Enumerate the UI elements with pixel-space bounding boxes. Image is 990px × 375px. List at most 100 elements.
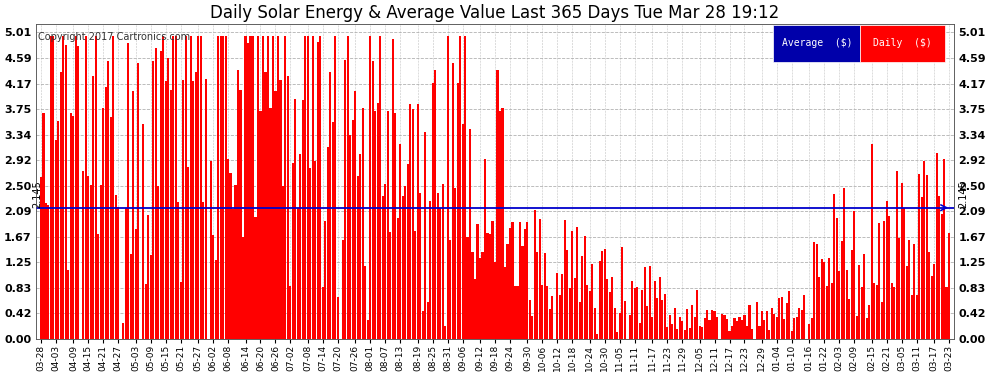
Bar — [251, 36, 254, 339]
Bar — [881, 302, 883, 339]
Bar — [222, 36, 224, 339]
Bar — [855, 316, 857, 339]
Bar — [359, 154, 361, 339]
Bar — [107, 61, 109, 339]
Bar — [112, 36, 115, 339]
Bar — [865, 318, 868, 339]
Bar — [731, 326, 733, 339]
Bar — [701, 327, 703, 339]
Bar — [64, 45, 67, 339]
Bar — [361, 108, 364, 339]
Bar — [886, 201, 888, 339]
FancyBboxPatch shape — [773, 25, 860, 62]
Bar — [596, 334, 598, 339]
Bar — [179, 282, 182, 339]
Bar — [125, 208, 127, 339]
Bar — [307, 36, 309, 339]
Bar — [486, 233, 489, 339]
Bar — [82, 171, 84, 339]
Bar — [529, 300, 531, 339]
Bar — [309, 168, 312, 339]
Bar — [402, 196, 404, 339]
Bar — [694, 316, 696, 339]
Bar — [656, 297, 658, 339]
Bar — [853, 211, 855, 339]
Bar — [349, 135, 351, 339]
Bar — [936, 153, 938, 339]
Bar — [449, 240, 451, 339]
Bar — [369, 36, 371, 339]
Bar — [826, 286, 828, 339]
Bar — [379, 36, 381, 339]
Bar — [776, 317, 778, 339]
Bar — [434, 70, 437, 339]
Bar — [404, 186, 406, 339]
Bar — [427, 302, 429, 339]
Bar — [327, 147, 329, 339]
Bar — [192, 81, 194, 339]
Bar — [791, 332, 793, 339]
Bar — [247, 43, 249, 339]
Bar — [788, 291, 790, 339]
Bar — [544, 252, 545, 339]
Bar — [758, 326, 760, 339]
Bar — [459, 36, 461, 339]
Bar — [345, 60, 346, 339]
Bar — [189, 36, 192, 339]
Bar — [609, 292, 611, 339]
Text: Daily  ($): Daily ($) — [873, 38, 932, 48]
Bar — [517, 286, 519, 339]
Bar — [399, 144, 401, 339]
Bar — [75, 36, 77, 339]
Bar — [212, 236, 214, 339]
Bar — [781, 297, 783, 339]
Bar — [594, 308, 596, 339]
Bar — [354, 92, 356, 339]
Bar — [601, 251, 603, 339]
Bar — [658, 278, 660, 339]
Bar — [778, 297, 780, 339]
Bar — [651, 317, 653, 339]
Bar — [294, 99, 296, 339]
Bar — [699, 326, 701, 339]
Bar — [397, 218, 399, 339]
Bar — [342, 240, 344, 339]
Bar — [611, 277, 614, 339]
Bar — [940, 214, 942, 339]
Bar — [145, 284, 147, 339]
Bar — [921, 197, 923, 339]
Bar — [48, 205, 50, 339]
Bar — [424, 132, 427, 339]
Bar — [906, 266, 908, 339]
Bar — [870, 144, 873, 339]
Bar — [748, 305, 750, 339]
Bar — [105, 87, 107, 339]
Bar — [509, 228, 511, 339]
Bar — [829, 258, 831, 339]
Bar — [796, 318, 798, 339]
Bar — [115, 195, 117, 339]
Bar — [741, 320, 743, 339]
Bar — [561, 274, 563, 339]
Bar — [215, 260, 217, 339]
Bar — [793, 318, 795, 339]
Bar — [70, 113, 72, 339]
Bar — [504, 267, 506, 339]
Bar — [45, 203, 47, 339]
Bar — [394, 113, 396, 339]
Bar — [57, 121, 59, 339]
Bar — [269, 108, 271, 339]
Bar — [893, 287, 895, 339]
Bar — [739, 317, 741, 339]
Bar — [59, 72, 62, 339]
Bar — [392, 39, 394, 339]
Bar — [678, 317, 681, 339]
Bar — [471, 252, 473, 339]
Bar — [407, 164, 409, 339]
Bar — [711, 310, 713, 339]
Bar — [419, 193, 421, 339]
Bar — [729, 331, 731, 339]
Bar — [858, 266, 860, 339]
Bar — [514, 286, 516, 339]
Bar — [556, 273, 558, 339]
